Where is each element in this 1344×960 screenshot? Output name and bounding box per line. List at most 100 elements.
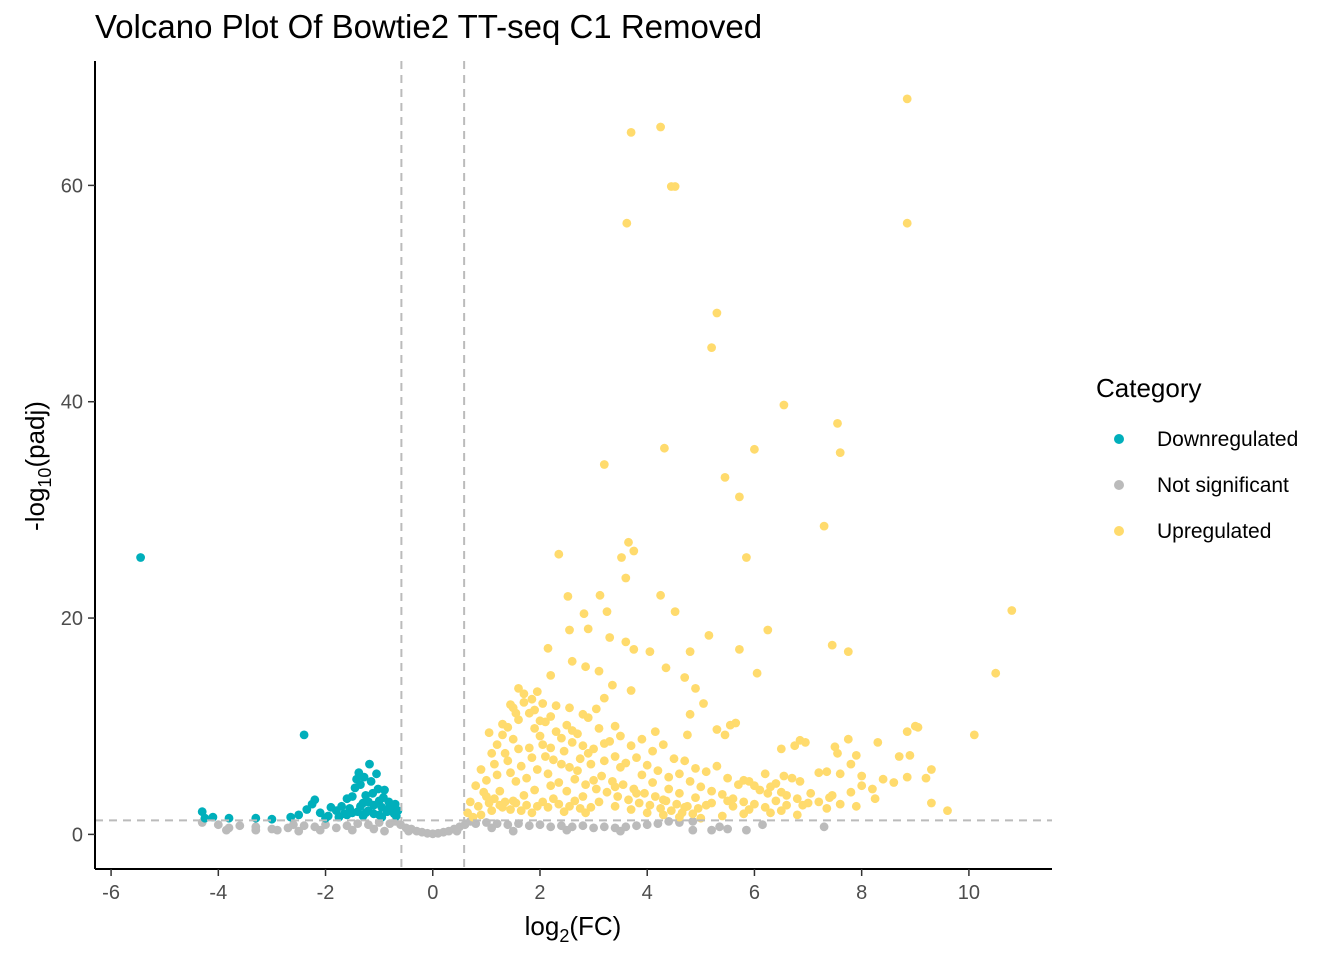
point-upregulated bbox=[825, 793, 834, 802]
point-upregulated bbox=[835, 769, 845, 779]
point-upregulated bbox=[514, 684, 523, 693]
point-upregulated bbox=[586, 759, 596, 769]
point-upregulated bbox=[573, 729, 582, 739]
point-downregulated bbox=[334, 812, 344, 822]
point-upregulated bbox=[482, 775, 491, 785]
point-upregulated bbox=[535, 731, 545, 741]
point-downregulated bbox=[326, 802, 336, 812]
point-upregulated bbox=[814, 797, 824, 807]
point-upregulated bbox=[744, 777, 754, 786]
point-not-significant bbox=[289, 820, 298, 830]
point-upregulated bbox=[656, 590, 665, 600]
point-upregulated bbox=[723, 773, 732, 783]
y-tick-label: 0 bbox=[72, 824, 83, 846]
y-tick-label: 40 bbox=[61, 392, 83, 414]
point-upregulated bbox=[776, 787, 786, 797]
point-downregulated bbox=[302, 805, 312, 814]
point-upregulated bbox=[503, 756, 513, 766]
point-upregulated bbox=[873, 738, 883, 747]
point-upregulated bbox=[734, 780, 743, 789]
x-tick-label: 10 bbox=[958, 882, 980, 904]
x-tick-label: 8 bbox=[856, 882, 867, 904]
point-upregulated bbox=[801, 738, 810, 747]
point-upregulated bbox=[476, 765, 486, 774]
point-upregulated bbox=[610, 721, 620, 731]
point-upregulated bbox=[642, 808, 652, 818]
legend-label-downregulated: Downregulated bbox=[1157, 428, 1298, 451]
point-upregulated bbox=[650, 792, 660, 801]
point-upregulated bbox=[763, 625, 773, 635]
point-not-significant bbox=[688, 817, 698, 826]
point-upregulated bbox=[943, 806, 952, 815]
point-upregulated bbox=[610, 752, 620, 761]
point-upregulated bbox=[653, 766, 663, 775]
point-upregulated bbox=[557, 759, 566, 769]
point-not-significant bbox=[707, 825, 716, 835]
point-upregulated bbox=[735, 492, 744, 502]
point-not-significant bbox=[514, 819, 523, 828]
point-upregulated bbox=[913, 722, 923, 732]
point-upregulated bbox=[546, 743, 556, 753]
point-upregulated bbox=[605, 633, 615, 642]
point-upregulated bbox=[621, 573, 631, 583]
point-upregulated bbox=[822, 804, 832, 813]
point-upregulated bbox=[599, 693, 609, 703]
point-upregulated bbox=[617, 553, 626, 562]
point-upregulated bbox=[629, 645, 639, 654]
x-tick-label: -4 bbox=[209, 882, 227, 904]
point-upregulated bbox=[632, 753, 641, 762]
legend-key-upregulated bbox=[1114, 526, 1124, 536]
point-not-significant bbox=[503, 820, 513, 830]
point-upregulated bbox=[543, 769, 553, 779]
point-upregulated bbox=[622, 218, 632, 228]
point-upregulated bbox=[645, 647, 655, 656]
point-upregulated bbox=[680, 756, 690, 766]
point-upregulated bbox=[492, 740, 502, 749]
point-not-significant bbox=[715, 822, 724, 832]
point-upregulated bbox=[792, 794, 802, 804]
point-downregulated bbox=[310, 795, 320, 805]
x-tick-label: -2 bbox=[317, 882, 335, 904]
point-upregulated bbox=[538, 740, 548, 749]
point-upregulated bbox=[591, 784, 601, 794]
threshold-lines bbox=[95, 61, 1052, 869]
point-upregulated bbox=[608, 680, 617, 690]
point-upregulated bbox=[806, 788, 816, 798]
point-upregulated bbox=[527, 808, 537, 818]
point-upregulated bbox=[685, 709, 695, 719]
point-upregulated bbox=[814, 768, 824, 778]
point-upregulated bbox=[717, 811, 727, 821]
point-upregulated bbox=[579, 609, 589, 619]
point-upregulated bbox=[549, 755, 558, 765]
point-upregulated bbox=[608, 777, 617, 786]
point-upregulated bbox=[626, 686, 636, 695]
point-not-significant bbox=[819, 822, 829, 832]
point-not-significant bbox=[235, 821, 245, 831]
point-upregulated bbox=[835, 448, 845, 457]
point-not-significant bbox=[653, 819, 663, 828]
point-downregulated bbox=[365, 759, 374, 769]
point-downregulated bbox=[136, 553, 146, 562]
point-not-significant bbox=[487, 823, 497, 833]
point-upregulated bbox=[565, 625, 574, 635]
point-upregulated bbox=[648, 778, 657, 787]
point-not-significant bbox=[723, 824, 732, 834]
point-upregulated bbox=[621, 637, 631, 647]
point-upregulated bbox=[586, 802, 596, 812]
point-upregulated bbox=[626, 127, 636, 137]
point-not-significant bbox=[294, 826, 304, 836]
point-not-significant bbox=[599, 822, 609, 832]
point-upregulated bbox=[779, 771, 789, 781]
point-upregulated bbox=[546, 712, 556, 721]
point-upregulated bbox=[735, 645, 744, 654]
point-upregulated bbox=[599, 460, 609, 469]
point-upregulated bbox=[581, 662, 590, 672]
point-upregulated bbox=[532, 687, 542, 696]
point-upregulated bbox=[498, 730, 507, 740]
chart-title: Volcano Plot Of Bowtie2 TT-seq C1 Remove… bbox=[95, 8, 762, 45]
point-downregulated bbox=[347, 792, 357, 801]
point-upregulated bbox=[787, 773, 797, 783]
point-upregulated bbox=[594, 797, 604, 807]
point-downregulated bbox=[377, 812, 387, 822]
point-not-significant bbox=[404, 826, 413, 836]
